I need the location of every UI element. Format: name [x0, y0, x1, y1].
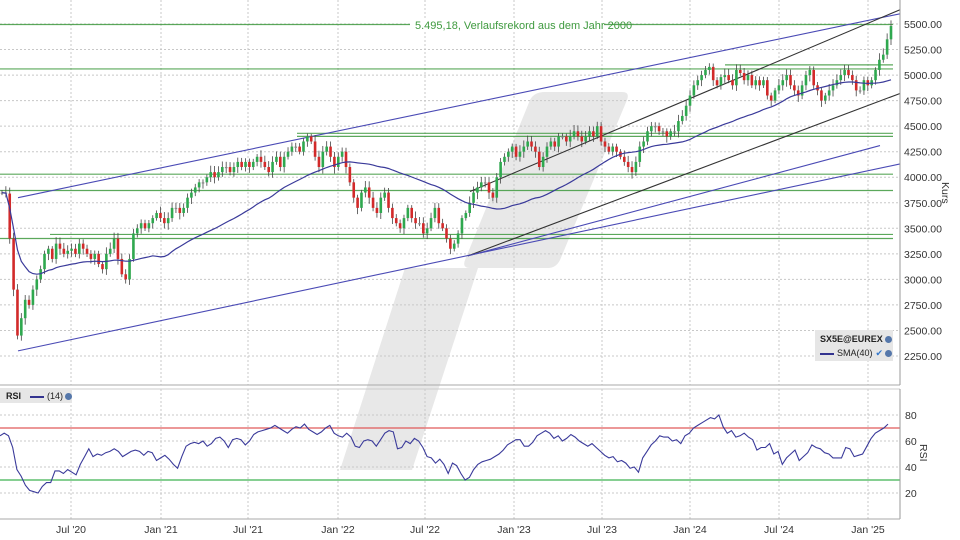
svg-text:Jan '22: Jan '22: [321, 524, 355, 536]
svg-text:5500.00: 5500.00: [904, 19, 942, 31]
rsi-grid: [0, 389, 900, 519]
globe-icon[interactable]: [884, 336, 892, 344]
rsi-line: [0, 414, 889, 494]
price-y-axis: 5500.00 5250.00 5000.00 4750.00 4500.00 4250.…: [904, 19, 942, 363]
rsi-legend: RSI (14): [0, 389, 73, 403]
instrument-legend[interactable]: SX5E@EUREX: [820, 334, 892, 344]
rsi-label: RSI: [6, 391, 22, 401]
svg-text:3250.00: 3250.00: [904, 249, 942, 261]
watermark-logo: [340, 92, 628, 470]
svg-text:4250.00: 4250.00: [904, 147, 942, 159]
horizontal-levels: [0, 23, 893, 240]
svg-text:3750.00: 3750.00: [904, 198, 942, 210]
svg-text:Jul '24: Jul '24: [764, 524, 794, 536]
svg-text:Jul '21: Jul '21: [233, 524, 263, 536]
sma-legend[interactable]: SMA(40) ✔: [820, 348, 893, 359]
svg-text:Jan '25: Jan '25: [851, 524, 885, 536]
checkmark-icon[interactable]: ✔: [875, 348, 884, 358]
svg-text:2500.00: 2500.00: [904, 325, 942, 337]
main-grid: [0, 0, 900, 385]
sma-label: SMA(40): [837, 348, 873, 358]
svg-text:5250.00: 5250.00: [904, 45, 942, 57]
globe-icon[interactable]: [65, 393, 73, 401]
price-axis-label: Kurs: [939, 182, 951, 204]
rsi-y-axis: 80 60 40 20: [905, 410, 917, 500]
svg-text:40: 40: [905, 462, 917, 474]
svg-text:Jul '20: Jul '20: [56, 524, 86, 536]
svg-text:4750.00: 4750.00: [904, 96, 942, 108]
main-legend: SX5E@EUREX SMA(40) ✔: [815, 330, 893, 361]
sma-line: [1, 79, 892, 275]
svg-text:Jul '23: Jul '23: [587, 524, 617, 536]
candlestick-series: [0, 20, 893, 341]
rsi-swatch-icon: [30, 395, 44, 398]
svg-text:2250.00: 2250.00: [904, 351, 942, 363]
sma-swatch-icon: [820, 352, 834, 355]
instrument-name: SX5E@EUREX: [820, 334, 883, 344]
svg-text:4500.00: 4500.00: [904, 121, 942, 133]
svg-text:Jan '23: Jan '23: [497, 524, 531, 536]
time-x-axis: Jul '20 Jan '21 Jul '21 Jan '22 Jul '22 Jan '…: [56, 524, 885, 536]
svg-text:2750.00: 2750.00: [904, 300, 942, 312]
rsi-param-legend[interactable]: (14): [30, 391, 73, 401]
svg-text:Jan '21: Jan '21: [144, 524, 178, 536]
globe-icon[interactable]: [885, 350, 893, 358]
svg-text:Jul '22: Jul '22: [410, 524, 440, 536]
svg-text:3500.00: 3500.00: [904, 223, 942, 235]
svg-text:60: 60: [905, 436, 917, 448]
svg-text:80: 80: [905, 410, 917, 422]
svg-text:3000.00: 3000.00: [904, 274, 942, 286]
rsi-param: (14): [47, 391, 64, 401]
svg-text:Jan '24: Jan '24: [673, 524, 707, 536]
trendlines: [17, 9, 901, 352]
svg-text:20: 20: [905, 488, 917, 500]
svg-text:4000.00: 4000.00: [904, 172, 942, 184]
annotation-bg: [410, 18, 604, 31]
svg-text:5000.00: 5000.00: [904, 70, 942, 82]
rsi-axis-label: RSI: [917, 444, 929, 462]
record-annotation: 5.495,18, Verlaufsrekord aus dem Jahr 20…: [415, 20, 632, 32]
